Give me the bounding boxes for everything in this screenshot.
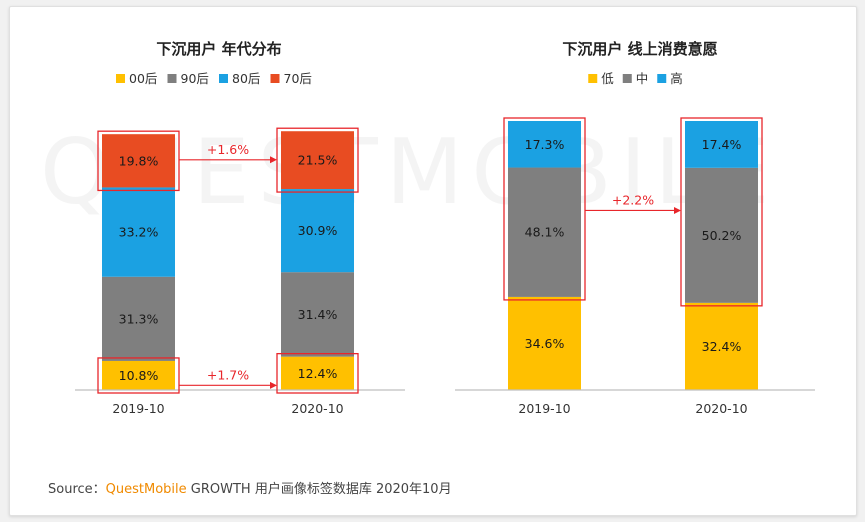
legend-label: 80后 xyxy=(232,71,260,86)
x-tick-label: 2019-10 xyxy=(112,401,164,416)
highlight-box xyxy=(97,357,180,394)
data-label: 48.1% xyxy=(525,225,565,240)
data-label: 31.4% xyxy=(298,307,338,322)
highlight-box xyxy=(276,352,359,394)
legend-swatch xyxy=(588,74,598,83)
annotation-arrow-head xyxy=(674,206,681,214)
data-label: 12.4% xyxy=(298,366,338,381)
source-rest: GROWTH 用户画像标签数据库 2020年10月 xyxy=(186,482,452,497)
legend-swatch xyxy=(270,74,280,83)
legend-label: 高 xyxy=(670,71,683,86)
highlight-box xyxy=(680,117,763,307)
bar-segment xyxy=(281,189,354,273)
chart-title: 下沉用户 年代分布 xyxy=(156,40,281,58)
x-tick-label: 2019-10 xyxy=(518,401,570,416)
data-label: 33.2% xyxy=(119,225,159,240)
source-brand: QuestMobile xyxy=(105,482,187,497)
highlight-box xyxy=(97,130,180,192)
data-label: 31.3% xyxy=(119,311,159,326)
legend-label: 00后 xyxy=(129,71,157,86)
highlight-box xyxy=(503,117,586,301)
data-label: 17.3% xyxy=(525,137,565,152)
legend-label: 低 xyxy=(601,71,614,86)
data-label: 17.4% xyxy=(702,137,742,152)
bar-segment xyxy=(102,134,175,188)
annotation-label: +1.7% xyxy=(207,367,249,382)
data-label: 19.8% xyxy=(119,153,159,168)
annotation-label: +1.6% xyxy=(207,142,249,157)
bar-segment xyxy=(102,276,175,361)
chart-title: 下沉用户 线上消费意愿 xyxy=(562,40,717,58)
data-label: 50.2% xyxy=(702,228,742,243)
annotation-arrow-head xyxy=(270,156,277,164)
bar-segment xyxy=(281,272,354,357)
bar-segment xyxy=(508,167,581,297)
bar-segment xyxy=(102,360,175,390)
legend-swatch xyxy=(657,74,667,83)
highlight-box xyxy=(276,127,359,193)
data-label: 30.9% xyxy=(298,223,338,238)
bar-segment xyxy=(685,121,758,168)
bar-segment xyxy=(102,187,175,277)
data-label: 21.5% xyxy=(298,153,338,168)
data-label: 10.8% xyxy=(119,368,159,383)
data-label: 34.6% xyxy=(525,336,565,351)
legend-swatch xyxy=(167,74,177,83)
x-tick-label: 2020-10 xyxy=(291,401,343,416)
source-note: Source：QuestMobile GROWTH 用户画像标签数据库 2020… xyxy=(48,478,452,497)
legend-label: 70后 xyxy=(284,71,312,86)
bar-segment xyxy=(281,131,354,190)
bar-segment xyxy=(685,302,758,390)
x-tick-label: 2020-10 xyxy=(695,401,747,416)
legend-swatch xyxy=(116,74,125,83)
bar-segment xyxy=(281,356,354,390)
legend-label: 90后 xyxy=(181,71,209,86)
legend-swatch xyxy=(219,74,228,83)
legend-swatch xyxy=(622,74,632,83)
annotation-arrow-head xyxy=(270,381,277,389)
data-label: 32.4% xyxy=(702,339,742,354)
bar-segment xyxy=(685,167,758,303)
annotation-label: +2.2% xyxy=(612,192,654,207)
bar-segment xyxy=(508,121,581,168)
bar-segment xyxy=(508,296,581,390)
legend-label: 中 xyxy=(636,71,649,86)
source-prefix: Source： xyxy=(48,482,106,497)
